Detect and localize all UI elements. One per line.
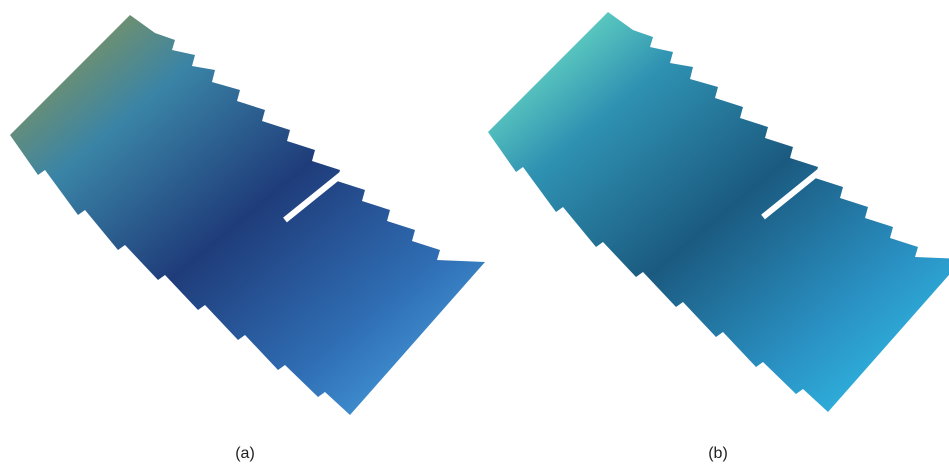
- panel-label: (a): [235, 445, 255, 462]
- figure: (a) (b): [0, 0, 949, 464]
- page: (a) (b) (() => { const data = JSON.parse…: [0, 0, 949, 464]
- panel-label: (b): [708, 445, 728, 462]
- mosaic-b: [488, 12, 949, 412]
- mosaic-a: [10, 15, 485, 415]
